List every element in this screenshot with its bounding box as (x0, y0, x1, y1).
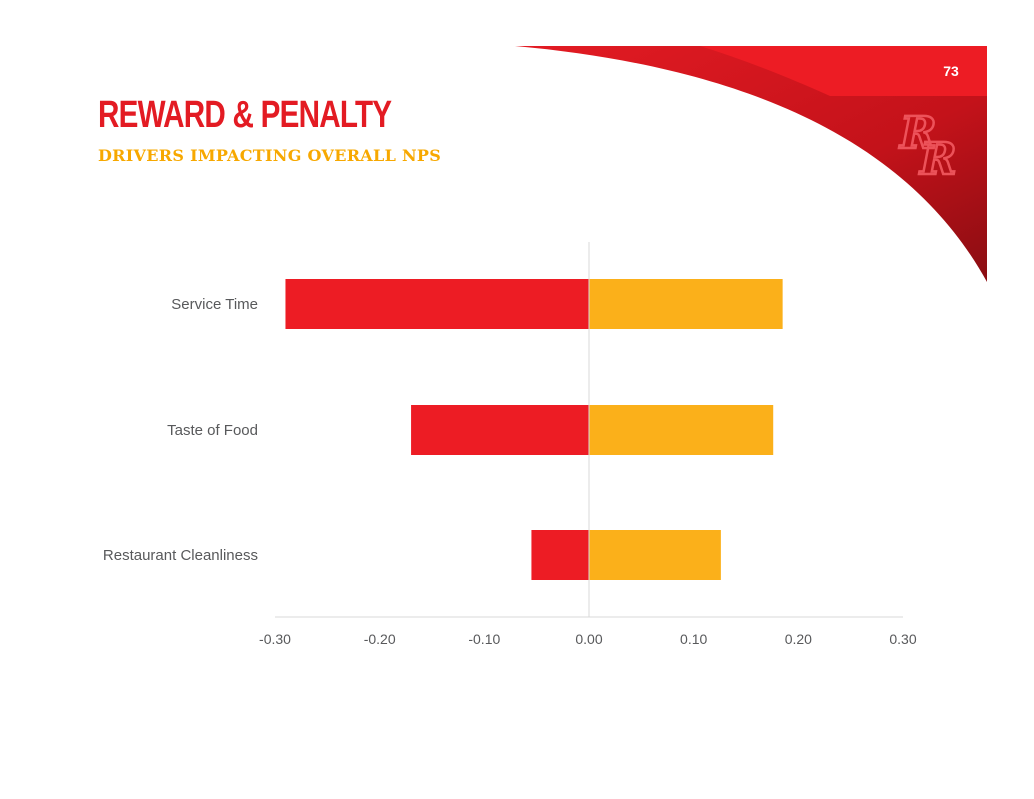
x-tick-label: -0.10 (468, 631, 500, 647)
x-tick-label: 0.00 (575, 631, 602, 647)
reward-bar-2 (589, 530, 721, 580)
page-subtitle: DRIVERS IMPACTING OVERALL NPS (98, 146, 442, 165)
x-tick-label: -0.20 (364, 631, 396, 647)
rr-monogram-logo: R R (897, 107, 958, 187)
x-tick-label: 0.10 (680, 631, 707, 647)
reward-bar-0 (589, 279, 783, 329)
category-label: Service Time (171, 296, 258, 313)
x-tick-label: -0.30 (259, 631, 291, 647)
svg-text:R: R (918, 134, 957, 185)
chart-bars (285, 279, 783, 580)
chart-labels: -0.30 -0.20 -0.10 0.00 0.10 0.20 0.30 Service T… (103, 296, 917, 647)
page-number: 73 (943, 63, 959, 79)
x-tick-label: 0.20 (785, 631, 812, 647)
red-band-shape (700, 46, 987, 96)
category-label: Taste of Food (167, 422, 258, 439)
chart-axes (275, 242, 903, 618)
penalty-bar-0 (285, 279, 589, 329)
penalty-bar-1 (411, 405, 589, 455)
page-title: REWARD & PENALTY (98, 94, 392, 136)
category-label: Restaurant Cleanliness (103, 547, 258, 564)
svg-text:R: R (898, 108, 937, 159)
reward-bar-1 (589, 405, 774, 455)
penalty-bar-2 (531, 530, 589, 580)
x-tick-label: 0.30 (889, 631, 916, 647)
red-swoosh-shape (515, 46, 987, 282)
